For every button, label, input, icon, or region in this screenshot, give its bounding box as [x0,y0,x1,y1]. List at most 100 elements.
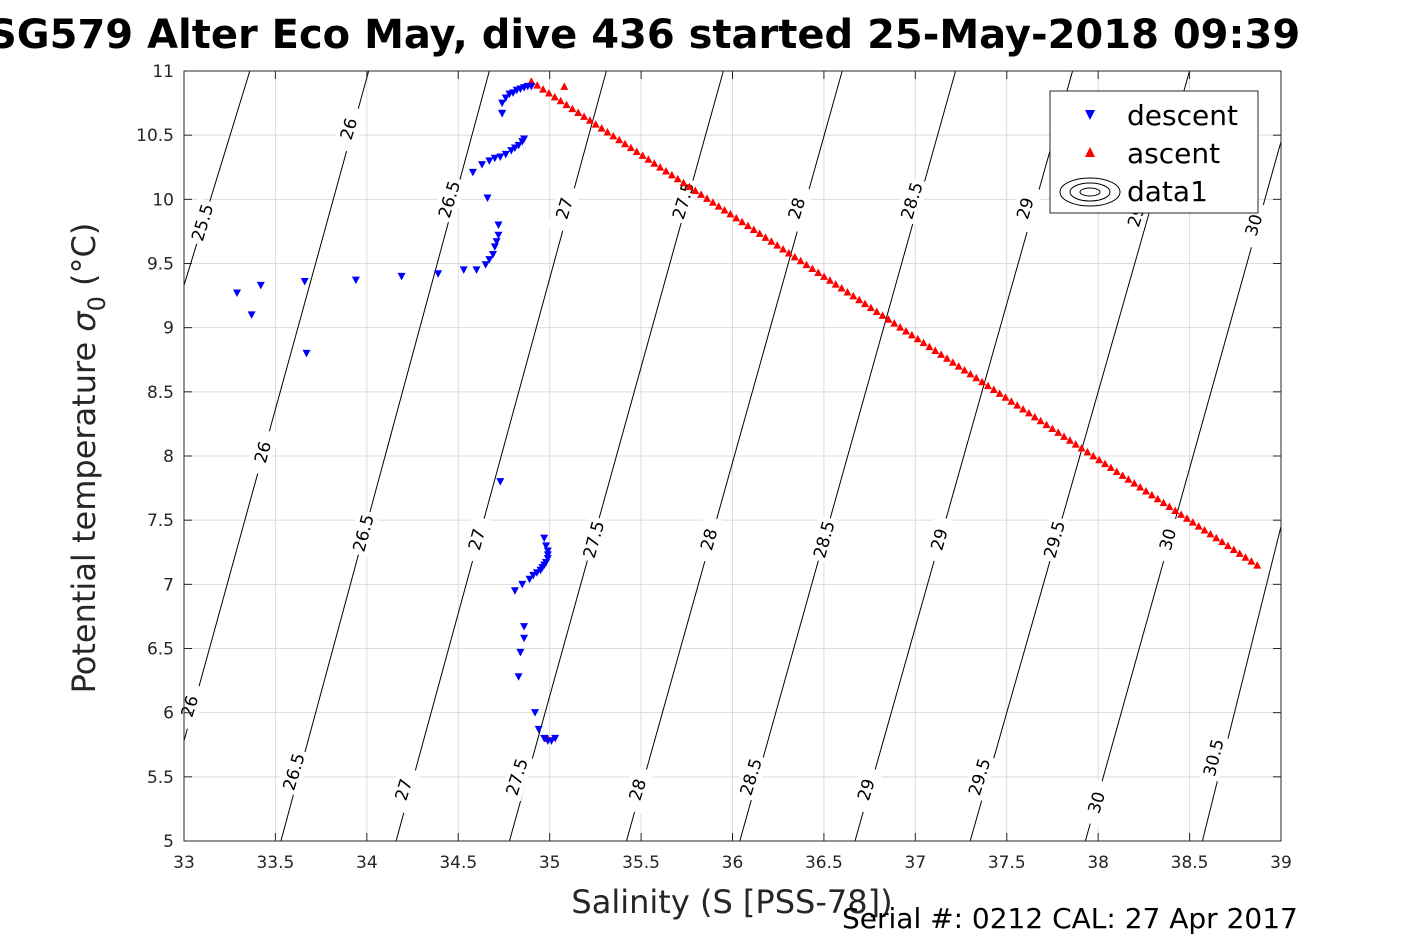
ascent-point [1136,483,1145,491]
ascent-point [843,287,852,296]
x-tick-label: 38.5 [1171,853,1209,873]
contour-label-bg [172,681,207,731]
ascent-point [667,170,676,179]
descent-point [496,478,505,486]
ascent-point [609,131,618,140]
descent-point [518,580,527,589]
descent-point [351,276,360,285]
descent-point [302,349,311,358]
ascent-point [960,365,969,374]
ascent-point [714,202,723,210]
ascent-point [902,326,911,335]
ascent-point [1188,518,1197,526]
contour-label-bg [1008,184,1042,233]
ascent-point [644,155,653,163]
axis-ticks: 33 33.5 34 34.5 35 35.5 36 36.5 37 37.5 38 38.5 39 5 5… [136,62,1292,873]
descent-point [256,281,265,290]
ascent-point [1171,506,1180,514]
ascent-point [556,96,565,105]
contour-label-bg [499,752,534,802]
ascent-point [697,190,706,198]
ascent-point [931,346,940,354]
ascent-point [1024,408,1033,417]
ascent-point [702,194,711,202]
ascent-point [978,377,987,386]
ascent-point [568,104,577,113]
descent-point [490,154,499,163]
ascent-point [591,120,600,128]
y-tick-label: 5.5 [147,768,174,788]
descent-point [490,243,499,251]
ascent-point [650,159,659,167]
ascent-point [1112,467,1121,475]
ascent-point [539,85,548,93]
ascent-point [1177,510,1186,518]
legend-descent-marker [1085,110,1095,120]
ascent-point [820,272,829,280]
ascent-point [1042,420,1051,429]
ascent-point [802,260,811,269]
descent-point [531,709,540,717]
descent-point [485,256,494,264]
legend-data1-marker [1059,177,1121,207]
y-tick-label: 6.5 [147,640,174,660]
contour-label-bg [1079,778,1114,827]
ascent-point [966,369,975,378]
descent-point [540,534,549,543]
chart-title: SG579 Alter Eco May, dive 436 started 25… [0,12,1300,58]
x-tick-label: 38 [1087,853,1109,873]
descent-point [512,86,521,95]
ascent-point [983,381,992,390]
ascent-point [738,217,747,226]
descent-point [547,737,556,745]
ascent-point [1030,412,1039,421]
ascent-point [1218,537,1227,546]
y-tick-label: 10 [152,190,174,210]
ascent-point [1048,424,1057,433]
contour-label-bg [547,184,582,233]
ascent-point [855,295,864,304]
ascent-point [872,307,881,315]
ascent-point [790,252,799,261]
x-tick-label: 37.5 [988,853,1026,873]
ascent-point [878,311,887,319]
ascent-point [1019,405,1028,413]
descent-point [543,547,552,555]
y-tick-label: 10.5 [136,126,174,146]
descent-point [498,109,507,118]
ascent-point [989,385,998,394]
descent-point [472,266,481,274]
ascent-point [743,221,752,230]
ascent-point [1153,494,1162,503]
ascent-point [907,330,916,339]
ascent-point [1253,561,1262,569]
x-tick-label: 35 [539,853,561,873]
ascent-point [1165,502,1174,511]
y-tick-label: 6 [163,704,174,724]
ascent-point [533,81,542,89]
ascent-point [544,88,553,97]
legend-data1-label: data1 [1127,175,1208,208]
descent-point [498,99,507,108]
ascent-point [919,338,928,347]
contour-label-bg [577,515,611,564]
ascent-point [1194,522,1203,530]
descent-point [518,138,527,146]
serial-cal-footer: Serial #: 0212 CAL: 27 Apr 2017 [842,902,1298,935]
contour-label-bg [276,747,311,796]
ascent-point [691,186,700,195]
descent-point [543,551,552,559]
ascent-point [814,268,823,276]
x-tick-label: 37 [905,853,927,873]
ascent-point [861,299,870,308]
ascent-point [1159,498,1168,507]
descent-point [520,623,529,631]
descent-point [514,673,523,681]
ascent-point [726,209,735,218]
ascent-point [773,241,782,249]
ascent-point [1147,490,1156,499]
ascent-point [673,174,682,183]
ascent-point [995,389,1004,397]
contour-label-bg [346,508,380,558]
